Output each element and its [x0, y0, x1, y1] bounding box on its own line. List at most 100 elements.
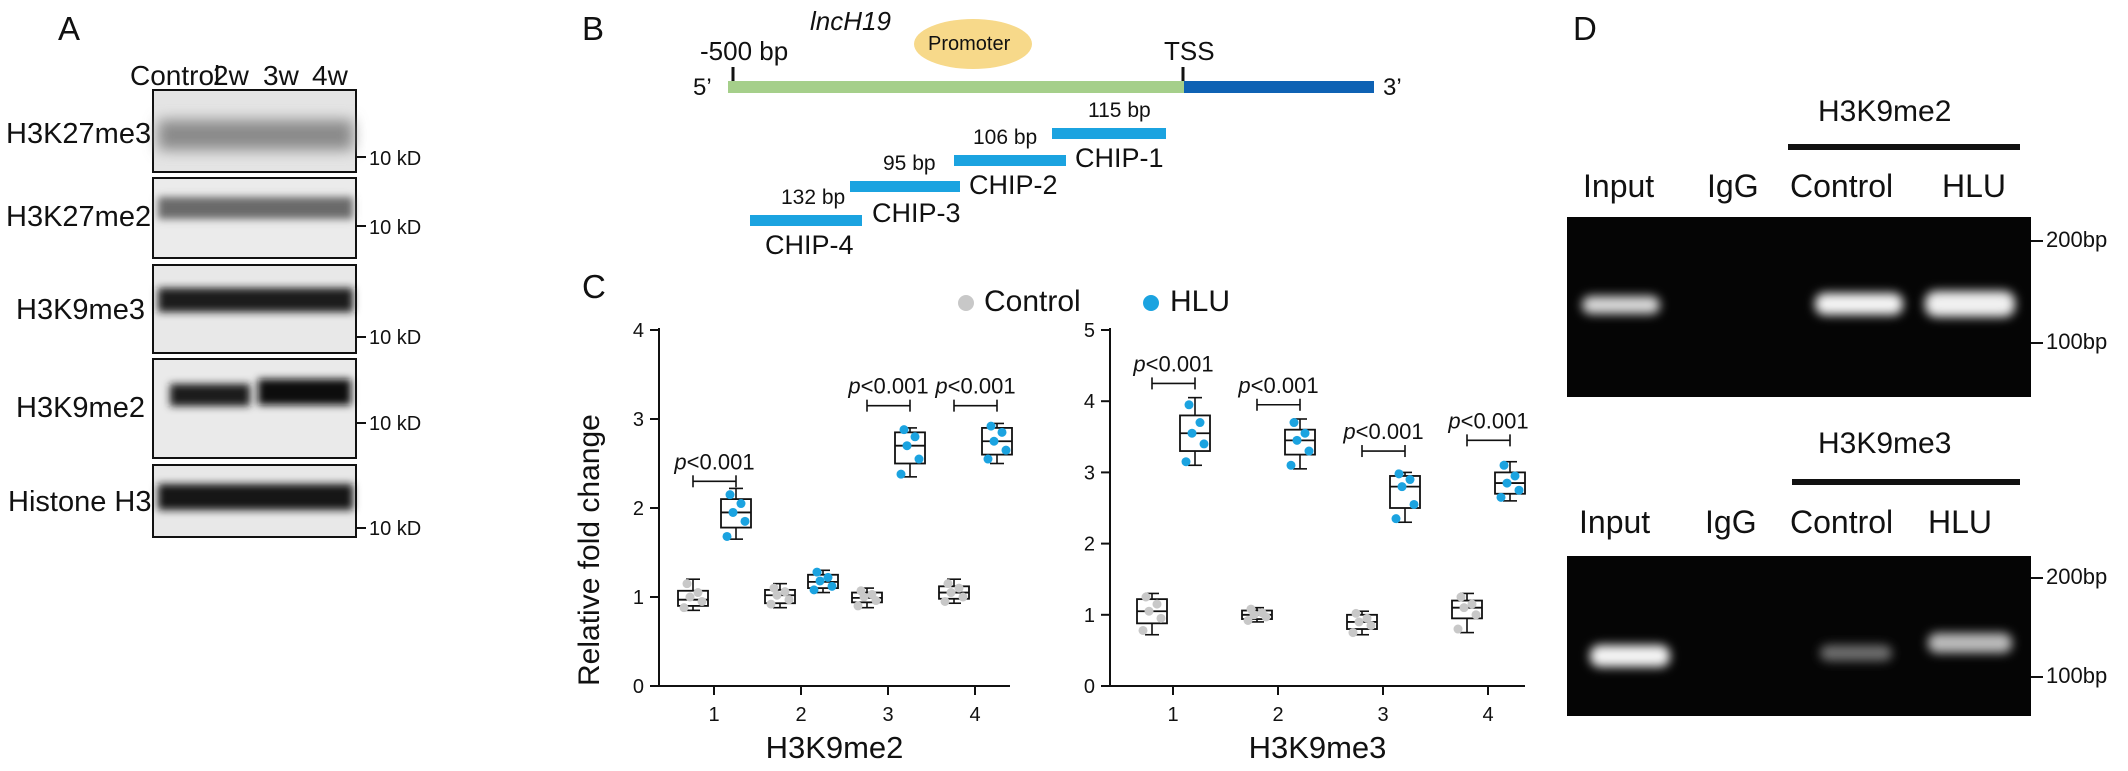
data-point-control	[1138, 625, 1148, 635]
blot-h3k9me3	[152, 264, 366, 354]
amplicon-chip-1	[1052, 128, 1166, 139]
y-tick-label: 1	[1084, 605, 1095, 627]
data-point-hlu	[914, 454, 924, 464]
blot-label-h3k9me2: H3K9me2	[16, 392, 145, 424]
data-point-hlu	[983, 454, 993, 464]
data-point-hlu	[728, 507, 738, 517]
data-point-control	[697, 596, 707, 606]
data-point-hlu	[1289, 418, 1299, 428]
amplicon-name-3: CHIP-3	[872, 198, 961, 228]
x-tick-label: 3	[882, 704, 893, 726]
y-tick-label: 3	[1084, 462, 1095, 484]
gel2-lane-input: Input	[1579, 504, 1651, 540]
legend-hlu-label: HLU	[1170, 285, 1231, 318]
data-point-hlu	[725, 490, 735, 500]
gel-title-underline-2	[1792, 479, 2020, 485]
data-point-control	[1257, 608, 1267, 618]
data-point-hlu	[812, 567, 822, 577]
gel1-lane-hlu: HLU	[1942, 168, 2007, 204]
p-value-label: p<0.001	[934, 374, 1015, 399]
data-point-hlu	[1514, 485, 1524, 495]
data-point-control	[940, 596, 950, 606]
data-point-hlu	[815, 576, 825, 586]
gel2-lane-igg: IgG	[1705, 504, 1757, 540]
lane-label-control: Control	[130, 60, 221, 91]
three-prime-label: 3’	[1383, 74, 1402, 101]
gel2-lane-hlu: HLU	[1928, 504, 1993, 540]
data-point-control	[1348, 628, 1358, 638]
x-tick-label: 4	[1482, 704, 1493, 726]
data-point-hlu	[1184, 400, 1194, 410]
gel1-lane-input: Input	[1583, 168, 1655, 204]
x-tick-label: 2	[1272, 704, 1283, 726]
data-point-hlu	[823, 572, 833, 582]
tss-label: TSS	[1164, 36, 1215, 66]
blot-h3k27me2	[152, 177, 366, 259]
x-tick-label: 1	[1167, 704, 1178, 726]
data-point-control	[946, 588, 956, 598]
blot-h3k27me3	[152, 89, 366, 173]
data-point-control	[1152, 599, 1162, 609]
data-point-control	[1156, 613, 1166, 623]
five-prime-label: 5’	[693, 74, 712, 101]
data-point-hlu	[1300, 428, 1310, 438]
x-axis-title: H3K9me3	[1249, 730, 1387, 765]
y-tick-label: 2	[633, 498, 644, 520]
data-point-hlu	[1187, 428, 1197, 438]
data-point-hlu	[722, 531, 732, 541]
data-point-control	[682, 579, 692, 589]
data-point-hlu	[1001, 445, 1011, 455]
data-point-hlu	[827, 581, 837, 591]
lane-label-4w: 4w	[312, 60, 348, 91]
data-point-hlu	[1286, 460, 1296, 470]
amplicon-chip-4	[750, 215, 862, 226]
amplicon-chip-3	[850, 181, 960, 192]
x-tick-label: 2	[795, 704, 806, 726]
data-point-control	[766, 599, 776, 609]
data-point-hlu	[989, 436, 999, 446]
transcript-bar	[1184, 81, 1374, 93]
data-point-control	[1366, 620, 1376, 630]
y-tick-label: 0	[633, 676, 644, 698]
x-tick-label: 3	[1377, 704, 1388, 726]
p-value-label: p<0.001	[1447, 408, 1528, 433]
data-point-hlu	[1391, 514, 1401, 524]
panel-d-letter: D	[1573, 10, 1597, 47]
lane-label-2w: 2w	[213, 60, 249, 91]
data-point-hlu	[1510, 471, 1520, 481]
data-point-hlu	[1499, 460, 1509, 470]
gel-title-h3k9me3: H3K9me3	[1818, 427, 1952, 460]
marker-10kd-5: 10 kD	[369, 518, 422, 540]
amplicon-name-2: CHIP-2	[969, 170, 1058, 200]
start-label: -500 bp	[700, 36, 789, 66]
promoter-label: Promoter	[928, 33, 1011, 55]
marker-10kd-2: 10 kD	[369, 217, 422, 239]
panel-c-letter: C	[582, 268, 606, 305]
data-point-control	[853, 601, 863, 611]
data-point-hlu	[899, 425, 909, 435]
data-point-hlu	[1292, 435, 1302, 445]
amplicon-size-1: 115 bp	[1088, 99, 1151, 122]
amplicon-size-3: 95 bp	[883, 152, 936, 175]
p-value-label: p<0.001	[673, 449, 754, 474]
amplicon-size-2: 106 bp	[973, 126, 1038, 149]
data-point-hlu	[1304, 446, 1314, 456]
data-point-control	[1144, 606, 1154, 616]
marker-10kd-3: 10 kD	[369, 327, 422, 349]
data-point-hlu	[1199, 439, 1209, 449]
data-point-hlu	[896, 469, 906, 479]
gel-title-h3k9me2: H3K9me2	[1818, 95, 1952, 128]
data-point-control	[943, 579, 953, 589]
data-point-control	[1141, 592, 1151, 602]
y-tick-label: 4	[633, 320, 644, 342]
gel2-marker-200bp: 200bp	[2046, 564, 2108, 589]
data-point-control	[784, 595, 794, 605]
panel-b-letter: B	[582, 10, 605, 47]
data-point-control	[958, 592, 968, 602]
promoter-ellipse	[914, 19, 1032, 69]
gel1-marker-100bp: 100bp	[2046, 329, 2108, 354]
p-value-label: p<0.001	[847, 374, 928, 399]
gel1-lane-control: Control	[1790, 168, 1894, 204]
